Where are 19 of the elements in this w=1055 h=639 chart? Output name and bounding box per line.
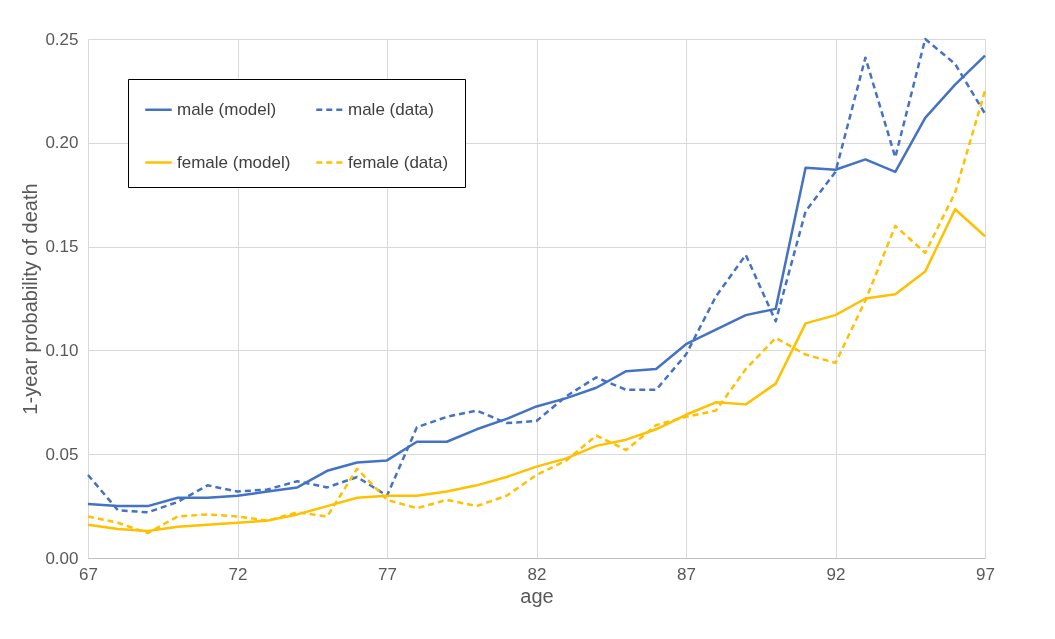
legend-label: male (data): [348, 99, 434, 119]
x-tick-label: 87: [677, 564, 696, 584]
legend-label: male (model): [177, 99, 277, 119]
x-tick-label: 67: [79, 564, 98, 584]
x-tick-label: 77: [378, 564, 397, 584]
y-tick-label: 0.10: [45, 340, 79, 360]
x-axis-title: age: [520, 584, 554, 607]
x-tick-label: 72: [228, 564, 248, 584]
y-tick-label: 0.15: [45, 237, 79, 257]
legend-label: female (model): [177, 152, 291, 172]
y-tick-label: 0.20: [45, 133, 79, 153]
x-tick-label: 82: [527, 564, 547, 584]
legend-label: female (data): [348, 152, 449, 172]
x-tick-label: 97: [976, 564, 995, 584]
y-axis-title: 1-year probability of death: [19, 183, 42, 415]
x-tick-label: 92: [826, 564, 846, 584]
y-tick-label: 0.00: [45, 548, 79, 568]
y-tick-label: 0.25: [45, 29, 79, 49]
y-tick-label: 0.05: [45, 444, 79, 464]
